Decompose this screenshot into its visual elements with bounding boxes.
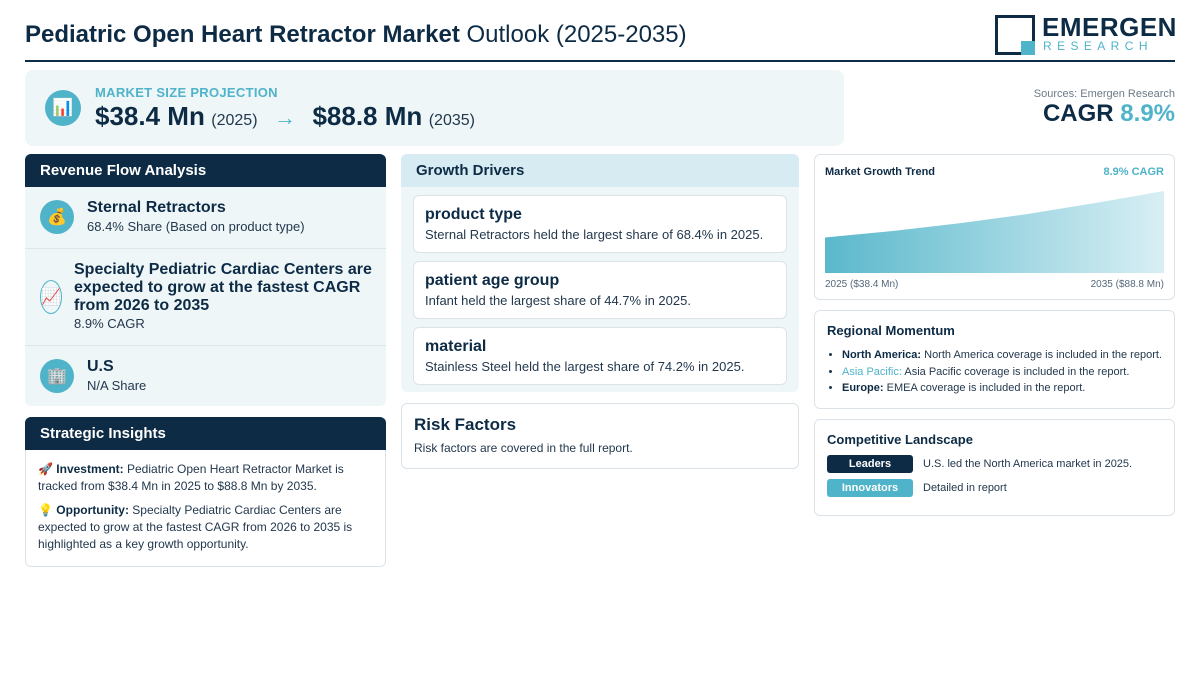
innovators-text: Detailed in report <box>923 482 1007 494</box>
region-label: Europe: <box>842 382 884 394</box>
regional-momentum-card: Regional Momentum North America: North A… <box>814 310 1175 409</box>
logo-name: EMERGEN <box>1042 12 1177 42</box>
risk-factors-card: Risk Factors Risk factors are covered in… <box>401 403 799 469</box>
revenue-item-sub: 8.9% CAGR <box>74 316 145 331</box>
strategic-insights-card: Strategic Insights 🚀 Investment: Pediatr… <box>25 417 386 567</box>
innovators-row: Innovators Detailed in report <box>827 479 1007 497</box>
investment-text: Pediatric Open Heart Retractor Market is… <box>38 462 344 493</box>
region-label: North America: <box>842 349 922 361</box>
leaders-text: U.S. led the North America market in 202… <box>923 458 1133 470</box>
risk-factors-text: Risk factors are covered in the full rep… <box>414 441 633 455</box>
driver-title: patient age group <box>425 272 560 289</box>
innovators-badge: Innovators <box>827 479 913 497</box>
revenue-flow-card: Revenue Flow Analysis 💰 Sternal Retracto… <box>25 154 386 406</box>
growth-drivers-title: Growth Drivers <box>401 154 799 187</box>
regional-list: North America: North America coverage is… <box>827 347 1162 397</box>
region-label: Asia Pacific: <box>842 365 902 378</box>
logo-mark-icon <box>995 15 1035 55</box>
emergen-logo[interactable]: EMERGEN RESEARCH <box>995 13 1176 55</box>
end-value: $88.8 Mn <box>312 101 423 131</box>
driver-title: product type <box>425 206 522 223</box>
logo-subtitle: RESEARCH <box>1043 39 1153 53</box>
building-icon: 🏢 <box>40 359 74 393</box>
strategic-insights-title: Strategic Insights <box>25 417 386 450</box>
money-bag-icon: 💰 <box>40 200 74 234</box>
driver-item: product type Sternal Retractors held the… <box>413 195 787 253</box>
trend-title: Market Growth Trend <box>825 166 936 178</box>
driver-text: Sternal Retractors held the largest shar… <box>425 227 764 242</box>
trend-start-label: 2025 ($38.4 Mn) <box>825 279 899 290</box>
leaders-badge: Leaders <box>827 455 913 473</box>
revenue-flow-title: Revenue Flow Analysis <box>25 154 386 187</box>
revenue-item-title: U.S <box>87 358 114 375</box>
growth-drivers-card: Growth Drivers product type Sternal Retr… <box>401 154 799 392</box>
revenue-item-sub: N/A Share <box>87 378 147 393</box>
revenue-item: 🏢 U.S N/A Share <box>25 345 386 406</box>
end-year: (2035) <box>428 112 475 129</box>
driver-text: Infant held the largest share of 44.7% i… <box>425 293 691 308</box>
revenue-item-title: Sternal Retractors <box>87 199 226 216</box>
trend-cagr: 8.9% CAGR <box>1103 166 1164 178</box>
title-bold: Pediatric Open Heart Retractor Market <box>25 21 460 48</box>
page-header: Pediatric Open Heart Retractor Market Ou… <box>25 10 1176 62</box>
opportunity-text: Specialty Pediatric Cardiac Centers are … <box>38 503 353 551</box>
region-item: North America: North America coverage is… <box>842 347 1162 364</box>
driver-item: patient age group Infant held the larges… <box>413 261 787 319</box>
title-rest: Outlook (2025-2035) <box>466 21 687 48</box>
trend-end-label: 2035 ($88.8 Mn) <box>1090 279 1164 290</box>
market-growth-trend-card: Market Growth Trend 8.9% CAGR 2025 ($38.… <box>814 154 1175 300</box>
driver-title: material <box>425 338 487 355</box>
cagr-summary: CAGR 8.9% <box>1043 100 1175 128</box>
arrow-right-icon: → <box>273 105 296 130</box>
regional-momentum-title: Regional Momentum <box>827 323 955 338</box>
region-item: Europe: EMEA coverage is included in the… <box>842 380 1162 397</box>
projection-label: MARKET SIZE PROJECTION <box>95 85 278 100</box>
page-title: Pediatric Open Heart Retractor Market Ou… <box>25 21 687 49</box>
revenue-item-title: Specialty Pediatric Cardiac Centers are … <box>74 261 372 314</box>
leaders-row: Leaders U.S. led the North America marke… <box>827 455 1132 473</box>
investment-insight: 🚀 Investment: Pediatric Open Heart Retra… <box>26 461 385 495</box>
opportunity-label: Opportunity: <box>56 503 129 517</box>
bar-chart-icon: 📊 <box>45 90 81 126</box>
growth-trend-chart <box>825 191 1164 273</box>
cagr-value: 8.9% <box>1120 100 1175 127</box>
revenue-item: 💰 Sternal Retractors 68.4% Share (Based … <box>25 187 386 248</box>
start-year: (2025) <box>211 112 258 129</box>
trend-up-icon: 📈 <box>40 280 62 314</box>
revenue-item-sub: 68.4% Share (Based on product type) <box>87 219 305 234</box>
competitive-landscape-title: Competitive Landscape <box>827 432 973 447</box>
region-text: Asia Pacific coverage is included in the… <box>904 365 1130 378</box>
investment-label: Investment: <box>56 462 124 476</box>
region-text: EMEA coverage is included in the report. <box>886 382 1086 394</box>
revenue-item: 📈 Specialty Pediatric Cardiac Centers ar… <box>25 248 386 345</box>
cagr-label: CAGR <box>1042 100 1114 127</box>
competitive-landscape-card: Competitive Landscape Leaders U.S. led t… <box>814 419 1175 516</box>
driver-text: Stainless Steel held the largest share o… <box>425 359 745 374</box>
market-size-projection: 📊 MARKET SIZE PROJECTION $38.4 Mn (2025)… <box>25 70 844 146</box>
risk-factors-title: Risk Factors <box>414 415 517 434</box>
lightbulb-icon: 💡 <box>38 503 53 517</box>
rocket-icon: 🚀 <box>38 462 53 476</box>
start-value: $38.4 Mn <box>95 101 205 131</box>
opportunity-insight: 💡 Opportunity: Specialty Pediatric Cardi… <box>26 502 385 553</box>
region-item: Asia Pacific: Asia Pacific coverage is i… <box>842 364 1162 381</box>
sources-text: Sources: Emergen Research <box>1033 88 1175 100</box>
region-text: North America coverage is included in th… <box>924 349 1162 361</box>
driver-item: material Stainless Steel held the larges… <box>413 327 787 385</box>
projection-values: $38.4 Mn (2025) → $88.8 Mn (2035) <box>95 101 475 132</box>
growth-area <box>825 191 1164 273</box>
